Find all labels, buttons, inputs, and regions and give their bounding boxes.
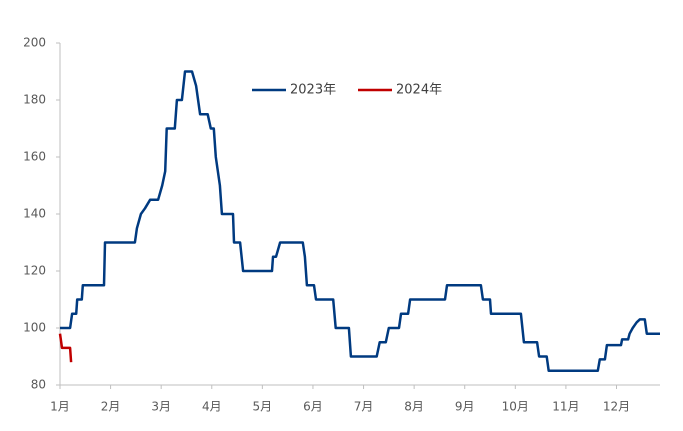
legend: 2023年 2024年 — [252, 83, 442, 98]
y-tick-label: 160 — [23, 150, 46, 164]
y-tick-label: 200 — [23, 36, 46, 50]
y-tick-label: 180 — [23, 93, 46, 107]
x-tick-label: 2月 — [101, 400, 121, 414]
series-line — [58, 333, 73, 363]
series-line — [60, 70, 660, 373]
y-tick-label: 120 — [23, 264, 46, 278]
y-tick-label: 100 — [23, 321, 46, 335]
legend-label: 2024年 — [396, 83, 442, 98]
x-tick-label: 9月 — [455, 400, 475, 414]
x-tick-label: 5月 — [253, 400, 273, 414]
x-tick-label: 1月 — [50, 400, 70, 414]
x-tick-label: 3月 — [151, 400, 171, 414]
x-tick-label: 8月 — [404, 400, 424, 414]
x-tick-label: 6月 — [303, 400, 323, 414]
legend-label: 2023年 — [290, 83, 336, 98]
x-tick-label: 4月 — [202, 400, 222, 414]
y-tick-label: 140 — [23, 207, 46, 221]
y-tick-label: 80 — [31, 378, 46, 392]
x-tick-label: 12月 — [603, 400, 630, 414]
x-tick-label: 7月 — [354, 400, 374, 414]
x-tick-label: 11月 — [552, 400, 579, 414]
x-tick-label: 10月 — [502, 400, 529, 414]
